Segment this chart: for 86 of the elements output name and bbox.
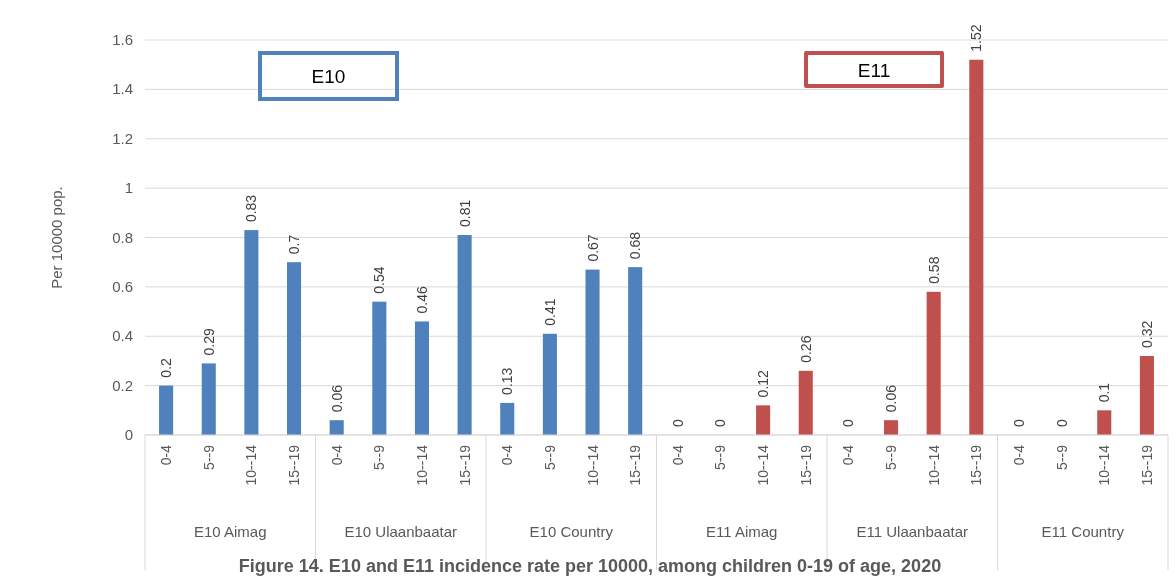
data-label: 0 [840, 419, 857, 427]
bar [500, 402, 515, 435]
x-tick-label: 5--9 [712, 444, 729, 470]
bar [926, 291, 941, 435]
bar [1139, 356, 1154, 435]
data-label: 0.67 [584, 234, 601, 262]
y-tick-label: 1.6 [112, 31, 133, 48]
bar [628, 267, 643, 435]
x-tick-label: 5--9 [200, 444, 217, 470]
data-label: 0.81 [456, 199, 473, 228]
bar [585, 269, 600, 435]
data-label: 0.83 [243, 194, 260, 223]
y-tick-label: 1 [124, 179, 133, 197]
text: E11 Aimag [706, 523, 778, 540]
bar [244, 230, 259, 435]
data-label: 0.06 [883, 384, 900, 413]
text: E11 Country [1041, 523, 1125, 540]
caption: Figure 14. E10 and E11 incidence rate per 10000, among children 0-19 of age, 2020 [238, 556, 942, 576]
x-tick-label: 5--9 [371, 444, 388, 470]
data-label: 0 [1053, 419, 1070, 427]
x-tick-label: 15--19 [1138, 444, 1155, 486]
data-label: 0 [1010, 419, 1027, 427]
bar [201, 363, 216, 435]
text: E11 Ulaanbaatar [856, 523, 968, 540]
x-tick-label: 15--19 [968, 444, 985, 486]
data-label: 0.58 [925, 256, 942, 284]
data-label: 0.29 [200, 327, 217, 356]
x-tick-label: 0-4 [499, 444, 516, 466]
x-tick-label: 15--19 [797, 444, 814, 486]
x-tick-label: 10--14 [413, 444, 430, 486]
data-label: 0.12 [755, 369, 772, 398]
x-tick-label: 15--19 [286, 444, 303, 486]
data-label: 0.54 [371, 266, 388, 294]
data-label: 0.06 [328, 384, 345, 413]
bar [542, 333, 557, 435]
bar [329, 420, 344, 435]
x-tick-label: 10--14 [584, 444, 601, 486]
data-label: 0.7 [286, 234, 303, 255]
x-tick-label: 5--9 [1053, 444, 1070, 470]
x-tick-label: 0-4 [158, 444, 175, 466]
bar [969, 59, 984, 435]
x-tick-label: 10--14 [243, 444, 260, 486]
y-tick-label: 1.2 [112, 129, 133, 147]
x-tick-label: 15--19 [627, 444, 644, 486]
y-tick-label: 1.4 [112, 80, 133, 98]
x-tick-label: 5--9 [883, 444, 900, 470]
bar [159, 385, 174, 435]
data-label: 0 [712, 419, 729, 427]
x-tick-label: 5--9 [541, 444, 558, 470]
text: E10 Ulaanbaatar [344, 523, 458, 540]
bar [457, 235, 472, 435]
data-label: 0.68 [627, 231, 644, 260]
data-label: 0.32 [1138, 320, 1155, 348]
y-tick-label: 0.8 [112, 228, 133, 246]
x-tick-label: 15--19 [456, 444, 473, 486]
x-tick-label: 0-4 [328, 444, 345, 466]
bar [287, 262, 302, 435]
annotation: E10 [311, 66, 346, 87]
x-tick-label: 10--14 [1096, 444, 1113, 486]
y-tick-label: 0 [124, 426, 133, 443]
data-label: 0.2 [158, 357, 175, 378]
bar [756, 405, 771, 435]
annotation: E11 [857, 59, 891, 81]
data-label: 0.26 [797, 335, 814, 363]
x-tick-label: 0-4 [669, 444, 686, 466]
data-label: 0.1 [1096, 382, 1113, 403]
x-tick-label: 10--14 [755, 444, 772, 486]
bar [1097, 410, 1112, 435]
text: E10 Country [529, 523, 614, 540]
data-label: 0 [669, 419, 686, 427]
y-tick-label: 0.2 [112, 376, 133, 394]
bar [372, 301, 387, 435]
x-tick-label: 0-4 [840, 444, 857, 466]
bar [414, 321, 429, 435]
x-tick-label: 10--14 [925, 444, 942, 486]
data-label: 1.52 [968, 24, 985, 52]
text: E10 Aimag [193, 523, 267, 540]
y-tick-label: 0.6 [112, 277, 133, 295]
x-tick-label: 0-4 [1010, 444, 1027, 466]
y-axis-title: Per 10000 pop. [48, 186, 65, 289]
y-tick-label: 0.4 [112, 327, 133, 345]
bar [884, 420, 899, 435]
data-label: 0.46 [413, 285, 430, 314]
data-label: 0.41 [541, 298, 558, 326]
bar [798, 370, 813, 435]
data-label: 0.13 [499, 367, 516, 395]
